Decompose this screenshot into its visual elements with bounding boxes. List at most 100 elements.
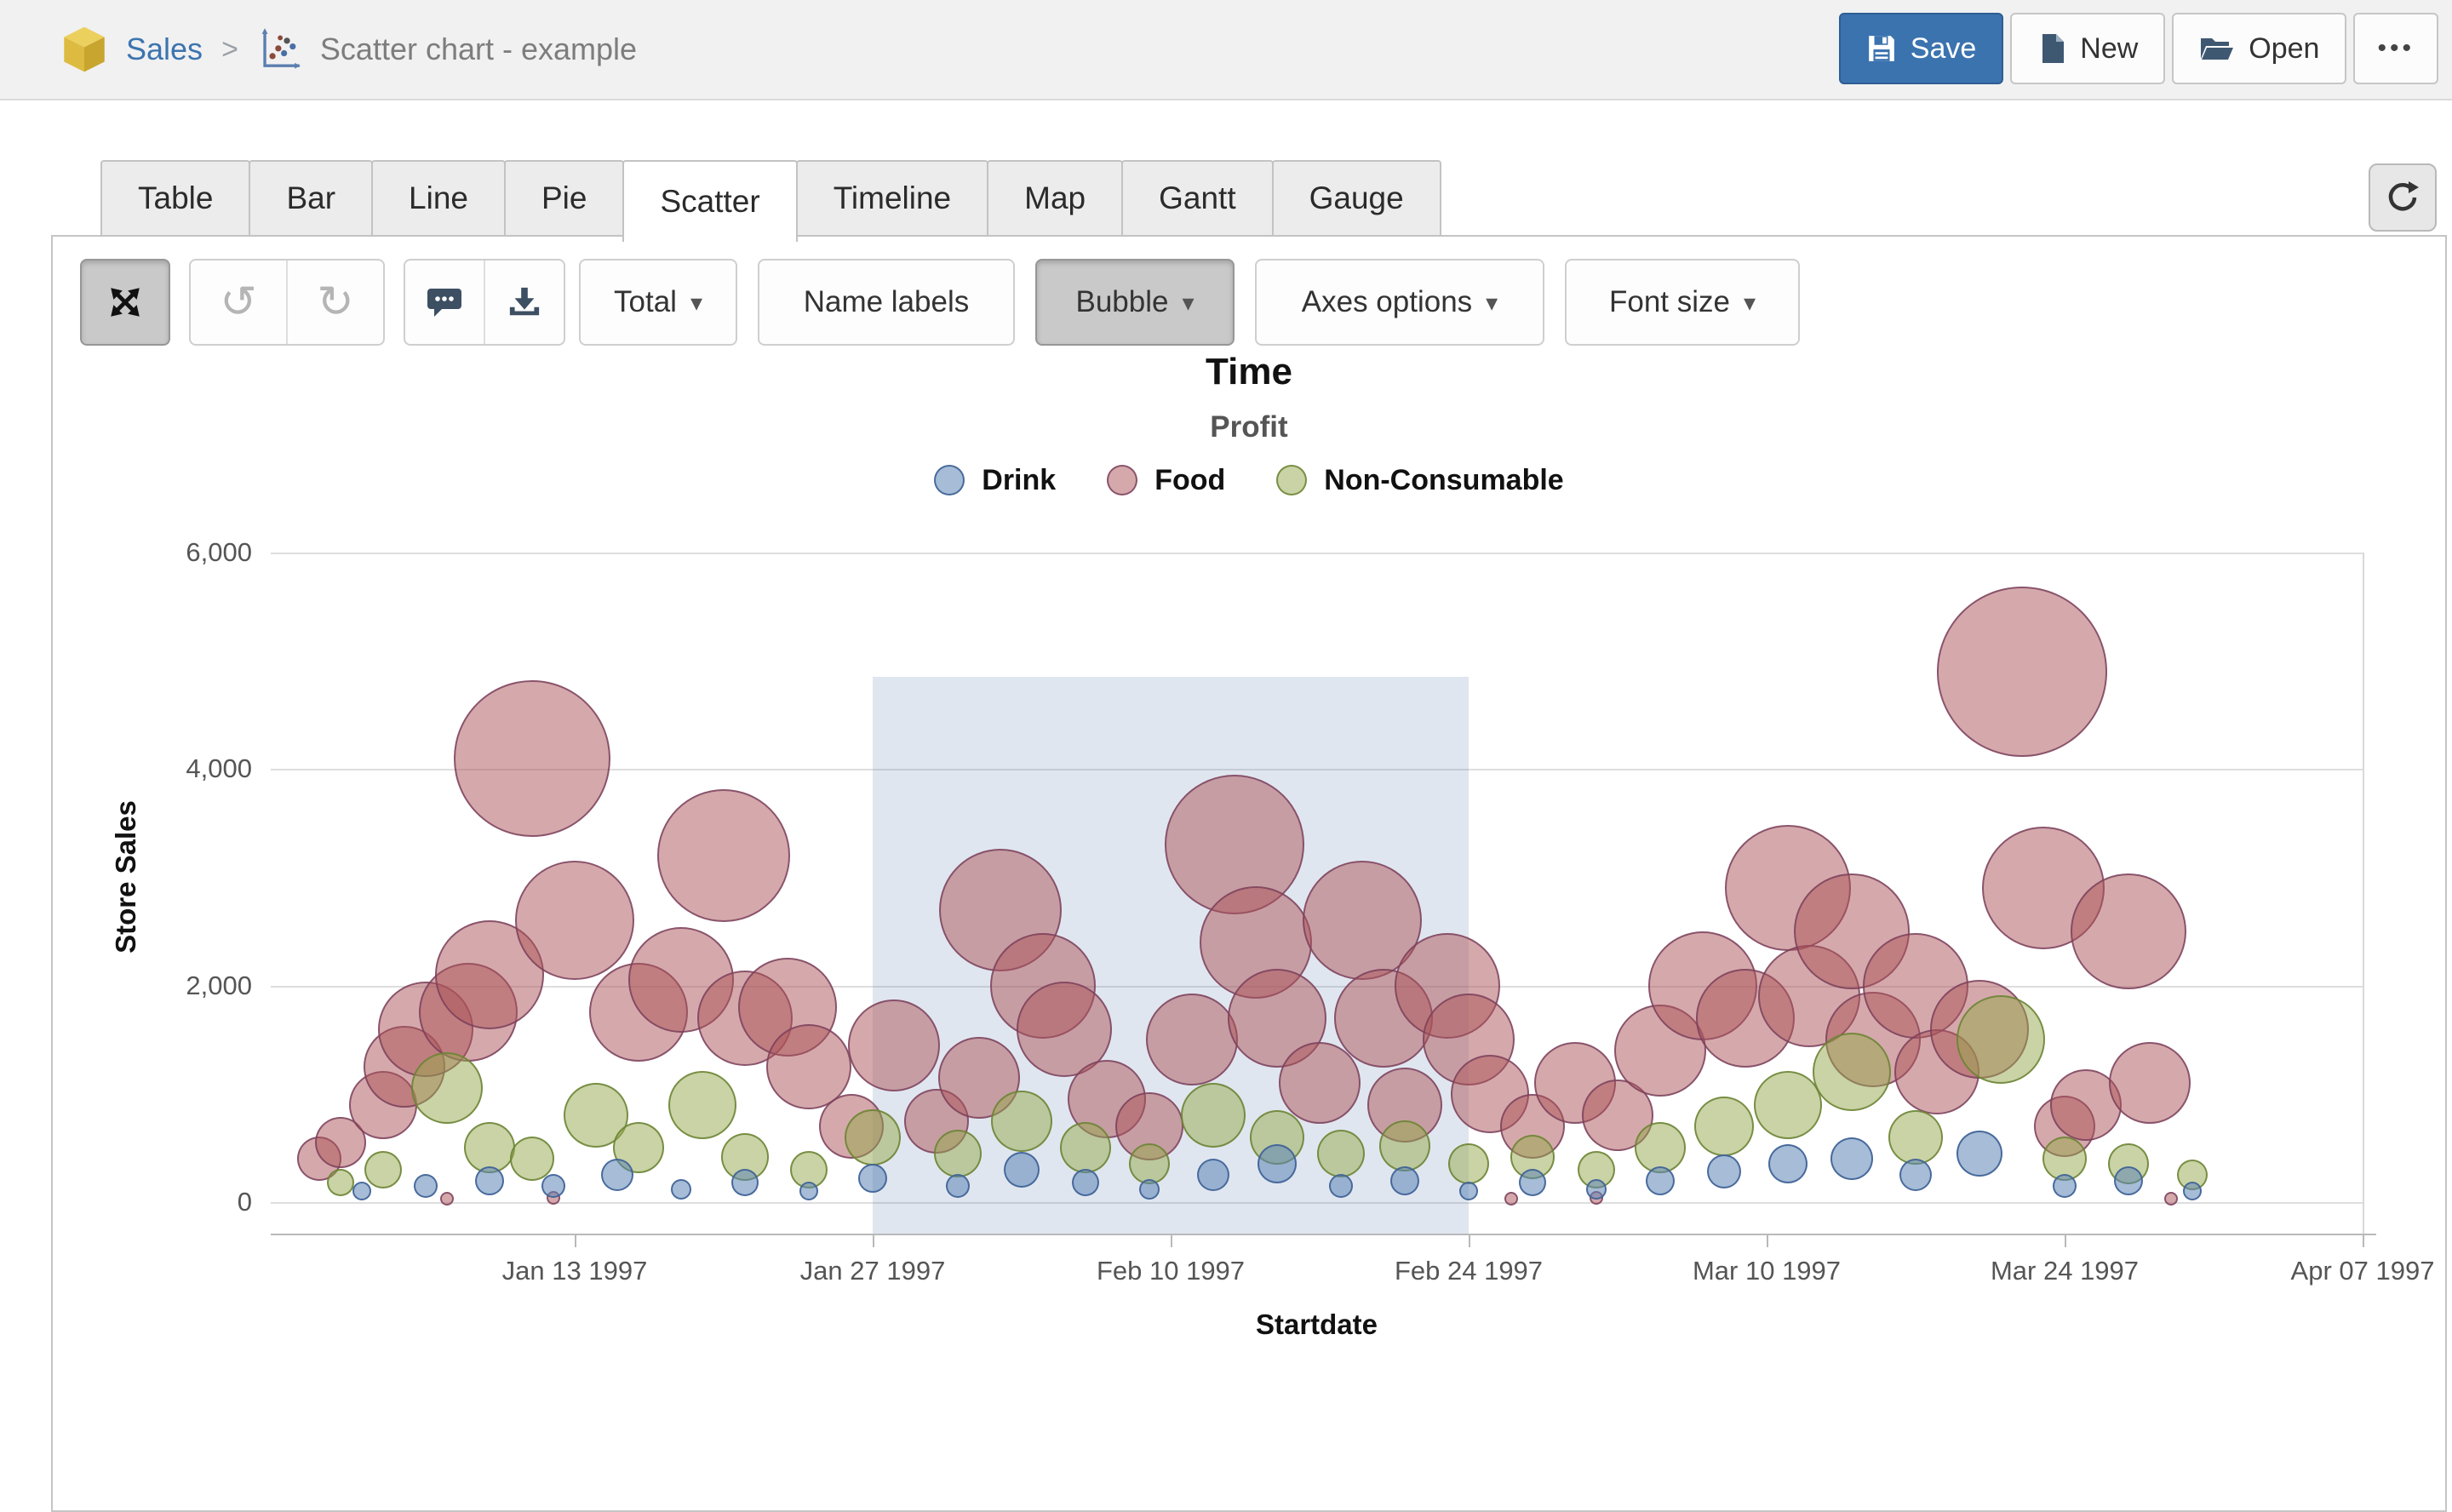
more-button[interactable]: ••• bbox=[2353, 13, 2438, 84]
bubble-food[interactable] bbox=[1937, 586, 2107, 757]
tab-map[interactable]: Map bbox=[987, 160, 1124, 237]
bubble-non-consumable[interactable] bbox=[411, 1052, 483, 1125]
bubble-drink[interactable] bbox=[1139, 1178, 1160, 1200]
axes-options-dropdown[interactable]: Axes options ▾ bbox=[1255, 259, 1544, 346]
tab-pie[interactable]: Pie bbox=[503, 160, 625, 237]
new-label: New bbox=[2080, 32, 2139, 65]
legend-item-food[interactable]: Food bbox=[1107, 464, 1225, 497]
bubble-non-consumable[interactable] bbox=[845, 1108, 901, 1166]
bubble-non-consumable[interactable] bbox=[668, 1070, 736, 1139]
open-button[interactable]: Open bbox=[2172, 13, 2347, 84]
bubble-drink[interactable] bbox=[1072, 1169, 1099, 1197]
bubble-food[interactable] bbox=[1504, 1192, 1518, 1206]
bubble-food[interactable] bbox=[766, 1024, 851, 1110]
bubble-drink[interactable] bbox=[1459, 1182, 1478, 1201]
bubble-non-consumable[interactable] bbox=[1448, 1143, 1489, 1185]
bubble-food[interactable] bbox=[1279, 1042, 1361, 1125]
bubble-drink[interactable] bbox=[2053, 1173, 2077, 1198]
x-tick bbox=[1171, 1234, 1172, 1247]
tab-gauge[interactable]: Gauge bbox=[1271, 160, 1441, 237]
tab-line[interactable]: Line bbox=[371, 160, 506, 237]
bubble-food[interactable] bbox=[1165, 775, 1304, 915]
undo-button[interactable]: ↺ bbox=[191, 261, 286, 344]
bubble-drink[interactable] bbox=[799, 1182, 818, 1201]
bubble-non-consumable[interactable] bbox=[2042, 1137, 2087, 1182]
bubble-drink[interactable] bbox=[1768, 1144, 1807, 1184]
bubble-drink[interactable] bbox=[858, 1164, 887, 1194]
font-size-dropdown[interactable]: Font size ▾ bbox=[1565, 259, 1800, 346]
bubble-drink[interactable] bbox=[1390, 1166, 1419, 1195]
bubble-drink[interactable] bbox=[1899, 1159, 1932, 1192]
bubble-drink[interactable] bbox=[2114, 1166, 2143, 1195]
bubble-drink[interactable] bbox=[414, 1173, 438, 1198]
bubble-drink[interactable] bbox=[671, 1178, 691, 1200]
bubble-drink[interactable] bbox=[1586, 1178, 1607, 1200]
bubble-non-consumable[interactable] bbox=[1888, 1109, 1943, 1165]
bubble-non-consumable[interactable] bbox=[1635, 1122, 1686, 1174]
bubble-drink[interactable] bbox=[1258, 1144, 1297, 1184]
bubble-drink[interactable] bbox=[475, 1166, 504, 1195]
tab-scatter[interactable]: Scatter bbox=[622, 160, 798, 242]
bubble-non-consumable[interactable] bbox=[1956, 995, 2045, 1085]
bubble-non-consumable[interactable] bbox=[1694, 1096, 1754, 1156]
export-download-button[interactable] bbox=[484, 261, 564, 344]
bubble-dropdown[interactable]: Bubble ▾ bbox=[1035, 259, 1235, 346]
bubble-label: Bubble bbox=[1075, 285, 1169, 318]
bubble-food[interactable] bbox=[515, 861, 634, 981]
comment-button[interactable] bbox=[405, 261, 484, 344]
bubble-non-consumable[interactable] bbox=[934, 1129, 982, 1177]
tab-bar[interactable]: Bar bbox=[249, 160, 374, 237]
bubble-drink[interactable] bbox=[2183, 1182, 2202, 1201]
bubble-non-consumable[interactable] bbox=[327, 1169, 354, 1197]
bubble-drink[interactable] bbox=[1519, 1169, 1546, 1197]
bubble-non-consumable[interactable] bbox=[1813, 1033, 1891, 1112]
bubble-food[interactable] bbox=[440, 1192, 454, 1206]
bubble-food[interactable] bbox=[2071, 873, 2186, 990]
bubble-drink[interactable] bbox=[541, 1173, 565, 1198]
bubble-non-consumable[interactable] bbox=[464, 1122, 515, 1174]
bubble-non-consumable[interactable] bbox=[1181, 1083, 1246, 1148]
bubble-non-consumable[interactable] bbox=[1317, 1129, 1365, 1177]
bubble-food[interactable] bbox=[657, 789, 790, 923]
tab-timeline[interactable]: Timeline bbox=[795, 160, 989, 237]
bubble-drink[interactable] bbox=[1956, 1130, 2002, 1177]
bubble-non-consumable[interactable] bbox=[364, 1150, 402, 1188]
legend-marker-icon bbox=[1276, 465, 1308, 495]
bubble-drink[interactable] bbox=[731, 1169, 759, 1197]
bubble-drink[interactable] bbox=[1707, 1154, 1741, 1189]
bubble-non-consumable[interactable] bbox=[1379, 1120, 1430, 1171]
breadcrumb-sales-link[interactable]: Sales bbox=[126, 32, 203, 66]
bubble-food[interactable] bbox=[1146, 994, 1238, 1086]
bubble-food[interactable] bbox=[2109, 1042, 2191, 1125]
bubble-drink[interactable] bbox=[946, 1173, 970, 1198]
plot-right-border bbox=[2363, 553, 2364, 1234]
bubble-non-consumable[interactable] bbox=[991, 1090, 1052, 1152]
bubble-drink[interactable] bbox=[1830, 1137, 1873, 1181]
bubble-food[interactable] bbox=[2164, 1192, 2178, 1206]
new-button[interactable]: New bbox=[2010, 13, 2166, 84]
bubble-food[interactable] bbox=[938, 1036, 1020, 1119]
legend-item-drink[interactable]: Drink bbox=[934, 464, 1056, 497]
bubble-drink[interactable] bbox=[352, 1182, 371, 1201]
legend-item-non-consumable[interactable]: Non-Consumable bbox=[1276, 464, 1564, 497]
bubble-non-consumable[interactable] bbox=[1510, 1134, 1555, 1179]
bubble-drink[interactable] bbox=[1646, 1166, 1675, 1195]
expand-chart-button[interactable] bbox=[80, 259, 170, 346]
bubble-non-consumable[interactable] bbox=[1754, 1070, 1822, 1139]
tab-gantt[interactable]: Gantt bbox=[1121, 160, 1274, 237]
total-dropdown[interactable]: Total ▾ bbox=[579, 259, 737, 346]
bubble-food[interactable] bbox=[454, 679, 610, 837]
bubble-non-consumable[interactable] bbox=[510, 1137, 554, 1182]
refresh-button[interactable] bbox=[2369, 163, 2437, 232]
bubble-drink[interactable] bbox=[601, 1159, 633, 1192]
redo-button[interactable]: ↻ bbox=[286, 261, 383, 344]
tab-table[interactable]: Table bbox=[100, 160, 251, 237]
bubble-non-consumable[interactable] bbox=[1060, 1122, 1111, 1174]
bubble-drink[interactable] bbox=[1004, 1151, 1040, 1188]
bubble-drink[interactable] bbox=[1197, 1159, 1229, 1192]
bubble-food[interactable] bbox=[848, 999, 940, 1091]
y-axis-title: Store Sales bbox=[110, 800, 141, 954]
save-button[interactable]: Save bbox=[1838, 13, 2004, 84]
bubble-drink[interactable] bbox=[1329, 1173, 1353, 1198]
name-labels-button[interactable]: Name labels bbox=[758, 259, 1015, 346]
